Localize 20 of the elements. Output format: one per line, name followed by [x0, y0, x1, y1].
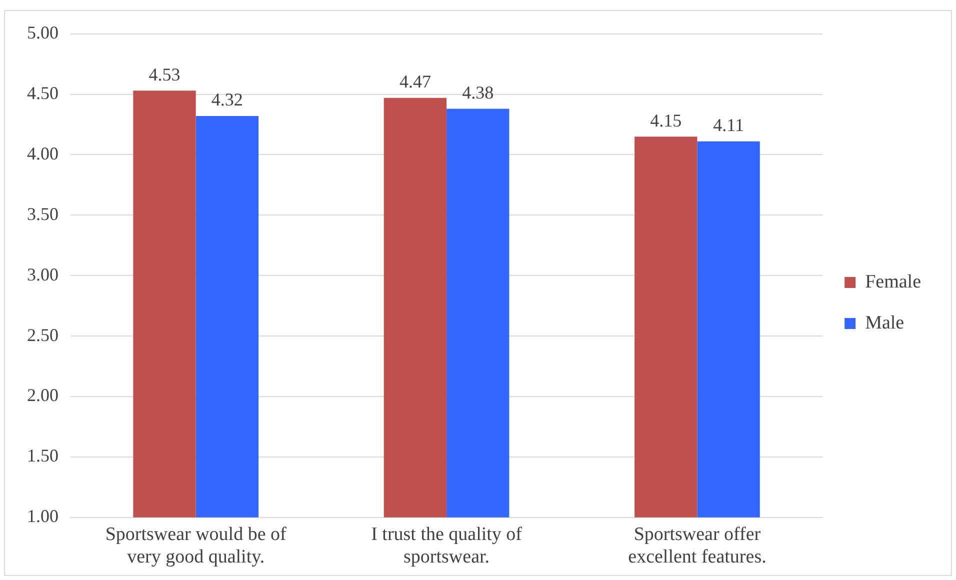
y-tick-label: 1.00 — [27, 506, 58, 526]
x-tick-label: Sportswear would be of very good quality. — [105, 524, 288, 568]
y-tick-label: 3.00 — [27, 264, 58, 284]
y-tick-label: 4.00 — [27, 143, 58, 164]
y-tick-label: 5.00 — [27, 22, 58, 43]
y-tick-label: 4.50 — [27, 82, 58, 103]
data-label: 4.47 — [399, 72, 431, 92]
y-tick-label: 1.50 — [27, 446, 58, 466]
data-label: 4.11 — [713, 115, 744, 136]
x-tick-label: I trust the quality of sportswear. — [371, 524, 523, 568]
data-label: 4.32 — [211, 90, 243, 110]
data-label: 4.38 — [462, 82, 494, 102]
y-tick-label: 3.50 — [27, 204, 58, 224]
y-tick-label: 2.50 — [27, 324, 58, 345]
legend-label: Male — [865, 312, 904, 334]
legend-label: Female — [865, 271, 922, 292]
y-tick-label: 2.00 — [27, 385, 58, 406]
data-label: 4.15 — [650, 110, 682, 130]
data-label: 4.53 — [148, 64, 180, 84]
x-tick-label: Sportswear offer excellent features. — [628, 524, 766, 568]
